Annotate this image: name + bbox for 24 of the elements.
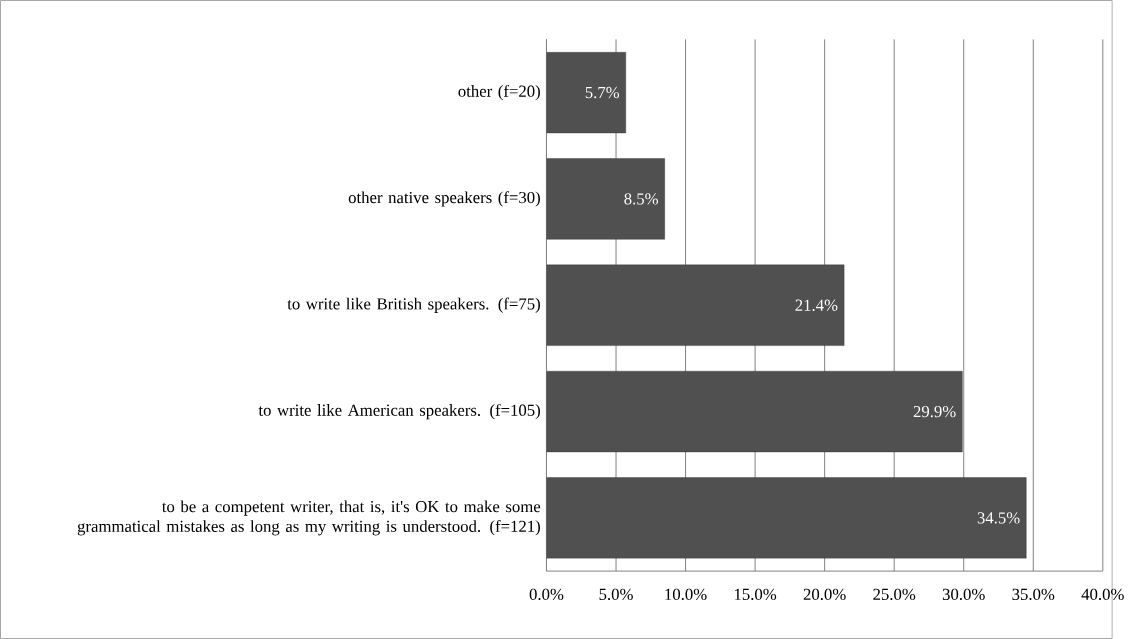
x-tick-label: 15.0% [734, 588, 777, 601]
x-tick-label: 20.0% [803, 588, 846, 601]
y-tick-label: to write like American speakers. (f=105) [258, 403, 540, 420]
bar [546, 158, 665, 240]
bar [546, 51, 626, 134]
y-tick-label: to write like British speakers. (f=75) [287, 297, 540, 313]
bar [546, 371, 963, 453]
data-label: 8.5% [624, 193, 659, 205]
x-tick-label: 0.0% [529, 588, 564, 601]
data-label: 34.5% [977, 512, 1020, 524]
x-tick-label: 5.0% [599, 588, 633, 601]
x-tick-label: 25.0% [873, 588, 916, 601]
data-label: 5.7% [585, 86, 620, 99]
y-tick-label: to be a competent writer, that is, it's OK to make some grammatical mistakes as long as my writing is understood. (f=121) [77, 500, 541, 536]
bar [546, 477, 1027, 559]
y-tick-label: other (f=20) [458, 84, 540, 101]
x-tick-label: 35.0% [1012, 588, 1055, 601]
x-tick-label: 40.0% [1081, 588, 1124, 601]
x-tick-label: 30.0% [942, 588, 985, 601]
data-label: 29.9% [913, 405, 956, 418]
data-label: 21.4% [795, 299, 838, 311]
bar [546, 264, 845, 346]
x-tick-label: 10.0% [665, 588, 707, 601]
y-tick-label: other native speakers (f=30) [348, 191, 540, 207]
